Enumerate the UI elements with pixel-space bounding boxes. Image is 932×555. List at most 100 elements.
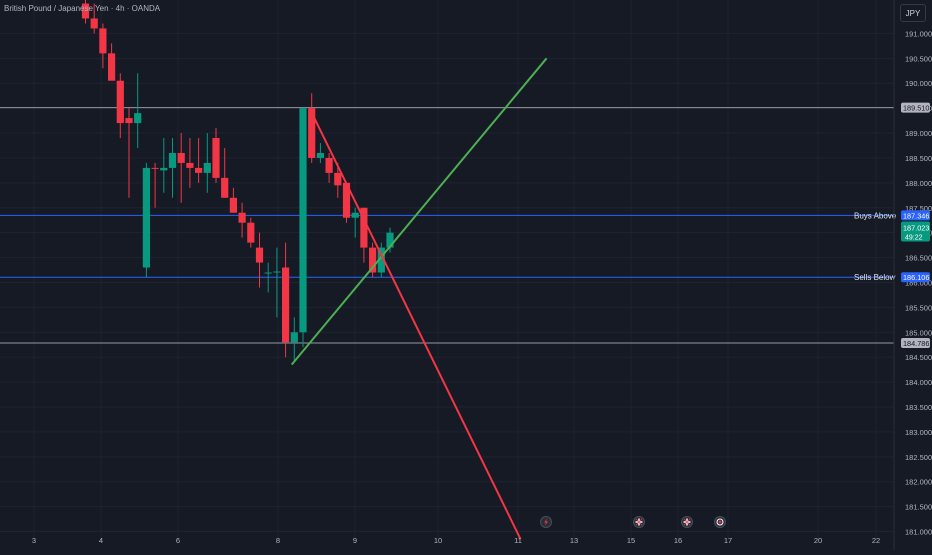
level-badge-text: 189.510 [903, 104, 929, 113]
y-tick-label: 183.000 [905, 428, 932, 437]
x-tick-label: 10 [434, 536, 442, 545]
candle-body [290, 332, 298, 343]
candle-body [386, 232, 394, 248]
y-tick-label: 182.000 [905, 478, 932, 487]
x-tick-label: 6 [176, 536, 180, 545]
level-badge-text: 186.106 [903, 273, 929, 282]
lightning-glyph [544, 518, 548, 526]
current-price-badge [901, 221, 930, 242]
y-tick-label: 185.000 [905, 328, 932, 337]
level-label: Sells Below [854, 273, 896, 282]
x-tick-label: 13 [570, 536, 578, 545]
x-tick-label: 4 [99, 536, 103, 545]
candle-body [81, 3, 90, 19]
y-tick-label: 188.500 [905, 154, 932, 163]
candle-body [316, 152, 324, 158]
flag-diag [635, 518, 643, 526]
candle-body [351, 212, 359, 218]
candle-body [334, 172, 342, 186]
y-tick-label: 189.000 [905, 129, 932, 138]
current-price-text: 187.023 [903, 224, 929, 233]
candle-body [221, 177, 229, 198]
candle-body [273, 271, 281, 273]
x-tick-label: 11 [514, 536, 522, 545]
y-tick-label: 191.000 [905, 29, 932, 38]
y-tick-label: 190.500 [905, 54, 932, 63]
price-axis[interactable]: 191.000190.500190.000189.500189.000188.5… [905, 29, 932, 536]
candle-body [308, 108, 316, 158]
candle-body [360, 207, 368, 248]
candle-body [142, 167, 150, 268]
y-tick-label: 187.500 [905, 204, 932, 213]
level-badge [901, 272, 930, 283]
countdown-text: 49:22 [905, 235, 923, 242]
x-tick-label: 9 [353, 536, 357, 545]
event-markers [540, 516, 726, 528]
candle-body [264, 272, 272, 274]
level-badge [901, 102, 930, 113]
candle-body [203, 162, 211, 173]
candle-body [247, 222, 255, 243]
candle-body [151, 167, 159, 169]
y-tick-label: 190.000 [905, 79, 932, 88]
level-label: Buys Above [854, 211, 897, 220]
y-tick-label: 185.500 [905, 303, 932, 312]
target-ring [716, 518, 724, 526]
candle-body [186, 162, 194, 168]
candle-body [299, 108, 307, 333]
flag-diag [683, 518, 691, 526]
candle-body [99, 28, 107, 54]
trendline-green [290, 57, 548, 366]
candle-body [116, 80, 124, 124]
y-tick-label: 184.000 [905, 378, 932, 387]
y-tick-label: 183.500 [905, 403, 932, 412]
y-tick-label: 188.000 [905, 179, 932, 188]
price-badges: 189.510 187.346 186.106 184.786 187.023 49:22 [901, 102, 930, 348]
y-tick-label: 181.000 [905, 528, 932, 537]
currency-selector[interactable]: JPY [900, 4, 926, 22]
candle-body [377, 247, 385, 273]
candle-body [282, 267, 290, 343]
candle-body [177, 152, 185, 163]
y-tick-label: 181.500 [905, 503, 932, 512]
x-tick-label: 16 [674, 536, 682, 545]
y-tick-label: 186.500 [905, 254, 932, 263]
grid-lines [0, 0, 894, 540]
x-tick-label: 3 [32, 536, 36, 545]
trendline-red [309, 108, 522, 540]
candle-body [325, 157, 333, 173]
candle-body [90, 18, 98, 29]
candlestick-series [81, 0, 394, 363]
y-tick-label: 186.000 [905, 278, 932, 287]
symbol-title: British Pound / Japanese Yen · 4h · OAND… [4, 4, 161, 13]
x-tick-label: 20 [814, 536, 822, 545]
x-tick-label: 22 [872, 536, 880, 545]
trendlines [290, 57, 548, 540]
candle-body [195, 167, 203, 173]
candle-body [108, 53, 116, 81]
x-tick-label: 17 [724, 536, 732, 545]
y-tick-label: 184.500 [905, 353, 932, 362]
candle-body [238, 212, 246, 223]
candle-body [255, 247, 264, 263]
x-tick-label: 8 [276, 536, 280, 545]
target-dot [718, 520, 722, 524]
candle-body [369, 247, 377, 273]
level-badge-text: 187.346 [903, 211, 929, 220]
candle-body [229, 197, 237, 213]
level-badge [901, 337, 930, 348]
time-axis[interactable]: 3 4 6 8 9 10 11 13 15 16 17 20 22 [32, 536, 880, 545]
level-badge-text: 184.786 [903, 339, 929, 348]
level-badge [901, 210, 930, 221]
x-tick-label: 15 [627, 536, 635, 545]
candle-body [342, 182, 351, 218]
candle-body [125, 118, 133, 124]
candle-body [168, 152, 177, 168]
horizontal-levels: Buys Above Sells Below [0, 107, 897, 344]
candle-body [160, 167, 168, 171]
y-tick-label: 182.500 [905, 453, 932, 462]
candle-body [134, 113, 142, 124]
candle-body [212, 138, 220, 178]
